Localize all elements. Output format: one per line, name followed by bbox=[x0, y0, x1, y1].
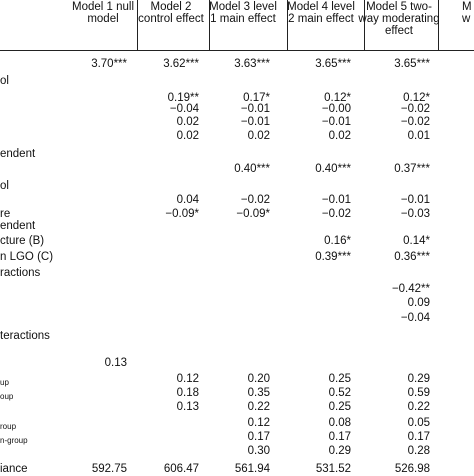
header-rule bbox=[0, 50, 474, 51]
row-label: up bbox=[0, 378, 9, 387]
cell-m4: 0.40*** bbox=[315, 163, 351, 175]
cell-m3: 0.30 bbox=[247, 445, 270, 457]
cell-m5: 0.59 bbox=[407, 387, 430, 399]
cell-m4: −0.01 bbox=[321, 194, 351, 206]
row-label: oup bbox=[0, 392, 14, 401]
cell-m4: 3.65*** bbox=[315, 58, 351, 70]
cell-m5: 0.01 bbox=[407, 130, 430, 142]
cell-m1: 3.70*** bbox=[91, 58, 127, 70]
cell-m4: 0.08 bbox=[328, 417, 351, 429]
cell-m5: 526.98 bbox=[394, 463, 430, 475]
cell-m5: 0.28 bbox=[407, 445, 430, 457]
cell-m2: 0.02 bbox=[176, 116, 199, 128]
cell-m3: −0.01 bbox=[240, 116, 270, 128]
cell-m5: −0.42** bbox=[391, 283, 430, 295]
cell-m3: −0.09* bbox=[236, 208, 270, 220]
cell-m2: 0.12 bbox=[176, 373, 199, 385]
header-divider bbox=[364, 0, 365, 50]
cell-m5: 0.29 bbox=[407, 373, 430, 385]
cell-m5: 0.09 bbox=[407, 297, 430, 309]
column-header-m1: Model 1 null model bbox=[71, 1, 134, 25]
cell-m5: −0.02 bbox=[400, 103, 430, 115]
cell-m4: 0.02 bbox=[328, 130, 351, 142]
row-label: endent bbox=[0, 148, 36, 160]
cell-m4: 531.52 bbox=[315, 463, 351, 475]
cell-m4: 0.25 bbox=[328, 373, 351, 385]
row-label: cture (B) bbox=[0, 235, 45, 247]
cell-m5: 0.36*** bbox=[394, 251, 430, 263]
cell-m5: 0.05 bbox=[407, 417, 430, 429]
cell-m5: −0.02 bbox=[400, 116, 430, 128]
cell-m2: 0.18 bbox=[176, 387, 199, 399]
column-header-m4: Model 4 level 2 main effect bbox=[287, 1, 355, 25]
row-label: teractions bbox=[0, 330, 50, 342]
cell-m4: 0.16* bbox=[324, 235, 351, 247]
row-label: re bbox=[0, 208, 11, 220]
cell-m5: −0.01 bbox=[400, 194, 430, 206]
cell-m2: 606.47 bbox=[163, 463, 199, 475]
cell-m4: −0.01 bbox=[321, 116, 351, 128]
row-label: endent bbox=[0, 220, 36, 232]
column-header-m6: M w bbox=[462, 1, 472, 25]
cell-m3: 3.63*** bbox=[234, 58, 270, 70]
cell-m1: 592.75 bbox=[91, 463, 127, 475]
cell-m5: 0.22 bbox=[407, 401, 430, 413]
row-label: n LGO (C) bbox=[0, 251, 54, 263]
header-divider bbox=[438, 0, 439, 50]
cell-m3: 0.02 bbox=[247, 130, 270, 142]
cell-m3: −0.02 bbox=[240, 194, 270, 206]
header-divider bbox=[209, 0, 210, 50]
cell-m3: 0.35 bbox=[247, 387, 270, 399]
cell-m2: 0.13 bbox=[176, 401, 199, 413]
cell-m3: 0.12 bbox=[247, 417, 270, 429]
cell-m2: 0.04 bbox=[176, 194, 199, 206]
cell-m5: −0.04 bbox=[400, 312, 430, 324]
column-header-m2: Model 2 control effect bbox=[138, 1, 204, 25]
header-divider bbox=[287, 0, 288, 50]
cell-m5: 0.14* bbox=[403, 235, 430, 247]
row-label: roup bbox=[0, 422, 17, 431]
column-header-m5: Model 5 two-way moderating effect bbox=[358, 1, 440, 37]
cell-m4: 0.12* bbox=[324, 92, 351, 104]
cell-m3: 561.94 bbox=[234, 463, 270, 475]
cell-m5: −0.03 bbox=[400, 208, 430, 220]
cell-m4: 0.52 bbox=[328, 387, 351, 399]
cell-m4: 0.25 bbox=[328, 401, 351, 413]
cell-m3: 0.17 bbox=[247, 431, 270, 443]
cell-m3: −0.01 bbox=[240, 103, 270, 115]
cell-m4: 0.17 bbox=[328, 431, 351, 443]
row-label: iance bbox=[0, 463, 28, 475]
cell-m5: 3.65*** bbox=[394, 58, 430, 70]
cell-m5: 0.37*** bbox=[394, 163, 430, 175]
header-divider bbox=[137, 0, 138, 50]
row-label: n-group bbox=[0, 436, 28, 445]
cell-m3: 0.17* bbox=[243, 92, 270, 104]
cell-m4: 0.29 bbox=[328, 445, 351, 457]
row-label: ol bbox=[0, 180, 9, 192]
cell-m2: 3.62*** bbox=[163, 58, 199, 70]
column-header-m3: Model 3 level 1 main effect bbox=[209, 1, 277, 25]
cell-m3: 0.20 bbox=[247, 373, 270, 385]
cell-m3: 0.22 bbox=[247, 401, 270, 413]
cell-m4: −0.00 bbox=[321, 103, 351, 115]
cell-m2: −0.09* bbox=[165, 208, 199, 220]
cell-m4: −0.02 bbox=[321, 208, 351, 220]
row-label: ol bbox=[0, 75, 9, 87]
cell-m5: 0.17 bbox=[407, 431, 430, 443]
cell-m2: 0.19** bbox=[167, 92, 199, 104]
cell-m4: 0.39*** bbox=[315, 251, 351, 263]
cell-m3: 0.40*** bbox=[234, 163, 270, 175]
cell-m2: −0.04 bbox=[169, 103, 199, 115]
cell-m1: 0.13 bbox=[104, 357, 127, 369]
cell-m5: 0.12* bbox=[403, 92, 430, 104]
cell-m2: 0.02 bbox=[176, 130, 199, 142]
row-label: ractions bbox=[0, 267, 41, 279]
